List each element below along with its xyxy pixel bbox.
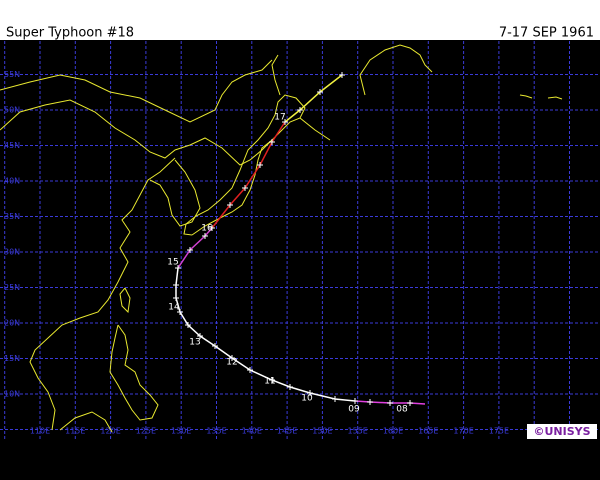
latitude-label: 50N (4, 106, 20, 115)
coastline (183, 94, 306, 236)
map-background (0, 40, 600, 480)
track-cross (282, 119, 288, 125)
longitude-label: 150E (312, 427, 332, 436)
longitude-label: 170E (453, 427, 473, 436)
track-segment (177, 227, 213, 269)
track-cross (407, 400, 413, 406)
track-cross (247, 367, 253, 373)
track-cross (287, 384, 293, 390)
track-segment (175, 267, 356, 402)
day-label: 10 (301, 394, 313, 404)
track-cross (229, 355, 235, 361)
longitude-label: 160E (383, 427, 403, 436)
track-cross (175, 265, 181, 271)
latitude-label: 55N (4, 70, 20, 79)
track-cross (177, 309, 183, 315)
day-label: 15 (167, 258, 178, 268)
track-points (173, 72, 413, 406)
track-cross (227, 202, 233, 208)
track-cross (387, 400, 393, 406)
coastline (271, 54, 281, 96)
track-cross (317, 89, 323, 95)
latitude-label: 25N (4, 283, 20, 292)
day-labels: 08 09 10 11 12 13 14 15 16 17 (167, 113, 408, 415)
longitude-label: 140E (242, 427, 262, 436)
longitude-label: 115E (65, 427, 85, 436)
day-label: 08 (396, 405, 408, 415)
coastline (519, 94, 533, 99)
coastline (119, 287, 131, 314)
longitude-label: 125E (136, 427, 156, 436)
longitude-label: 145E (277, 427, 297, 436)
day-label: 09 (348, 405, 360, 415)
track-cross (185, 322, 191, 328)
longitude-label: 165E (418, 427, 438, 436)
track-cross (187, 247, 193, 253)
track-cross (173, 295, 179, 301)
track-segment (284, 74, 343, 123)
track-cross (242, 185, 248, 191)
day-label: 13 (189, 338, 200, 348)
track-cross (297, 107, 303, 113)
track-cross (212, 343, 218, 349)
track-cross (257, 162, 263, 168)
track-cross (269, 139, 275, 145)
longitude-label: 155E (348, 427, 368, 436)
coastline (547, 96, 563, 100)
coastline (29, 157, 176, 431)
track-cross (332, 396, 338, 402)
track-cross (173, 282, 179, 288)
day-label: 17 (274, 113, 285, 123)
day-label: 16 (201, 224, 213, 234)
longitude-label: 175E (489, 427, 509, 436)
day-label: 14 (168, 303, 180, 313)
latitude-label: 15N (4, 354, 20, 363)
track-cross (202, 233, 208, 239)
coastline (359, 44, 433, 96)
track-segment (211, 121, 286, 229)
logo: ©UNISYS (533, 425, 590, 438)
track-cross (269, 377, 275, 383)
track-cross (209, 225, 215, 231)
coastline (109, 324, 159, 421)
coastline (0, 59, 273, 123)
coastline (299, 117, 331, 141)
map-dates: 7-17 SEP 1961 (499, 26, 594, 41)
latitude-label: 30N (4, 248, 20, 257)
track-cross (197, 333, 203, 339)
longitude-label: 120E (100, 427, 120, 436)
track-cross (307, 390, 313, 396)
latitude-label: 10N (4, 390, 20, 399)
latitude-label: 20N (4, 319, 20, 328)
day-label: 12 (226, 358, 237, 368)
logo-box (527, 424, 597, 439)
longitude-label: 110E (30, 427, 50, 436)
longitude-label: 130E (171, 427, 191, 436)
track-cross (352, 398, 358, 404)
latitude-label: 45N (4, 141, 20, 150)
track-cross (367, 399, 373, 405)
latitude-label: 35N (4, 212, 20, 221)
latitude-label: 40N (4, 177, 20, 186)
graticule: 10N 15N 20N 25N 30N 35N 40N 45N 50N 55N 110E 115E 12… (0, 41, 600, 440)
map-title: Super Typhoon #18 (6, 26, 134, 41)
track-cross (339, 72, 345, 78)
coastlines (0, 44, 563, 433)
longitude-label: 135E (206, 427, 226, 436)
day-label: 11 (264, 377, 275, 387)
coastline (59, 411, 113, 433)
coastline (0, 99, 271, 166)
